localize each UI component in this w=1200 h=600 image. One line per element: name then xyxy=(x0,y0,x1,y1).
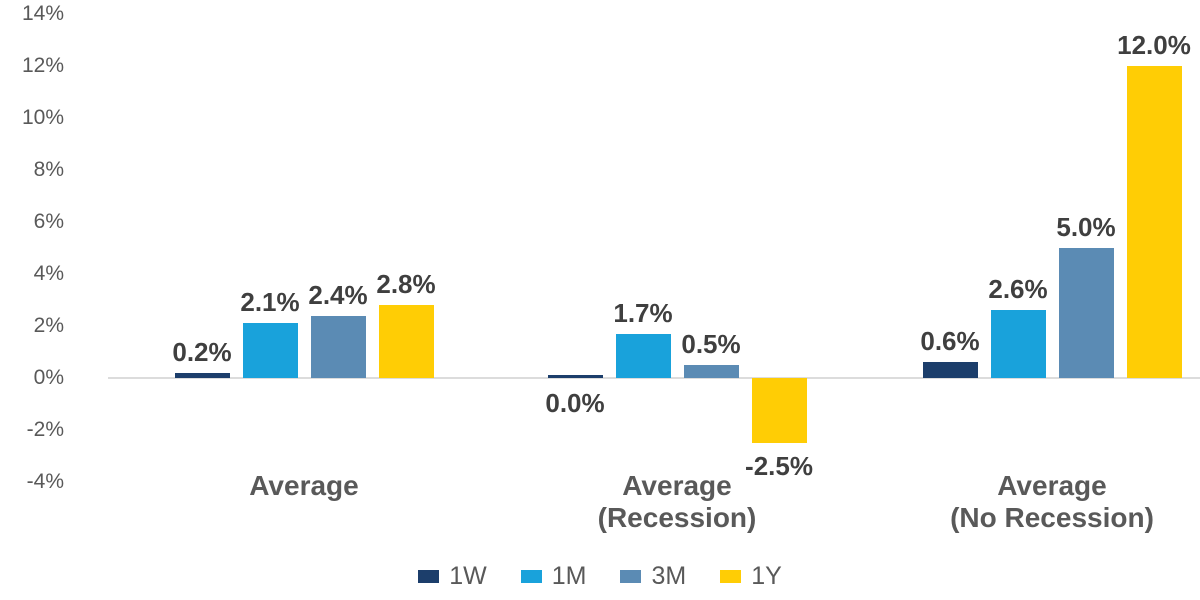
bar-1w xyxy=(174,372,230,378)
bar-3m xyxy=(310,315,366,378)
data-label: 2.4% xyxy=(308,279,368,310)
legend-item-1w: 1W xyxy=(418,562,487,591)
legend-item-1m: 1M xyxy=(520,561,587,591)
y-axis-tick-label: 14% xyxy=(21,2,64,25)
legend-item-1y: 1Y xyxy=(720,562,782,591)
data-label: 2.1% xyxy=(240,287,300,318)
y-axis-tick-label: 4% xyxy=(33,262,64,285)
y-axis-tick-label: -4% xyxy=(26,470,64,493)
legend-swatch-1y xyxy=(720,569,742,583)
data-label: 0.6% xyxy=(920,326,980,357)
legend-label: 1W xyxy=(449,561,487,590)
data-label: 2.8% xyxy=(376,269,436,300)
data-label: -2.5% xyxy=(745,451,813,481)
bar-1m xyxy=(615,333,671,378)
bar-3m xyxy=(683,365,739,378)
bar-1w xyxy=(547,375,603,378)
data-label: 0.5% xyxy=(681,329,741,359)
bar-1m xyxy=(990,310,1046,378)
bar-1y xyxy=(378,305,434,378)
bar-3m xyxy=(1058,248,1114,378)
legend-label: 3M xyxy=(651,561,687,590)
category-label: Average xyxy=(249,470,359,501)
y-axis-tick-label: 10% xyxy=(21,106,64,129)
bar-1y xyxy=(1126,66,1182,378)
legend-swatch-3m xyxy=(620,569,642,583)
legend-swatch-1m xyxy=(520,569,542,583)
y-axis-tick-label: 0% xyxy=(33,366,64,389)
y-axis-tick-label: 2% xyxy=(33,314,64,337)
legend-label: 1M xyxy=(551,561,587,590)
data-label: 12.0% xyxy=(1117,30,1191,60)
data-label: 2.6% xyxy=(988,274,1048,305)
bar-1w xyxy=(922,362,978,378)
y-axis-tick-label: 6% xyxy=(33,210,64,233)
data-label: 5.0% xyxy=(1056,212,1116,242)
legend-label: 1Y xyxy=(751,561,782,590)
data-label: 0.2% xyxy=(172,336,232,367)
x-axis-line xyxy=(108,377,1200,379)
category-label: Average (Recession) xyxy=(597,470,757,534)
legend: 1W 1M 3M 1Y xyxy=(0,560,1200,592)
y-axis-tick-label: 8% xyxy=(33,158,64,181)
y-axis-tick-label: 12% xyxy=(21,54,64,77)
data-label: 1.7% xyxy=(613,297,673,328)
y-axis-tick-label: -2% xyxy=(26,418,64,441)
legend-item-3m: 3M xyxy=(620,562,686,591)
bar-1y xyxy=(751,378,807,443)
data-label: 0.0% xyxy=(545,388,605,418)
bar-1m xyxy=(242,323,298,378)
category-label: Average (No Recession) xyxy=(950,470,1154,534)
legend-swatch-1w xyxy=(418,569,440,583)
